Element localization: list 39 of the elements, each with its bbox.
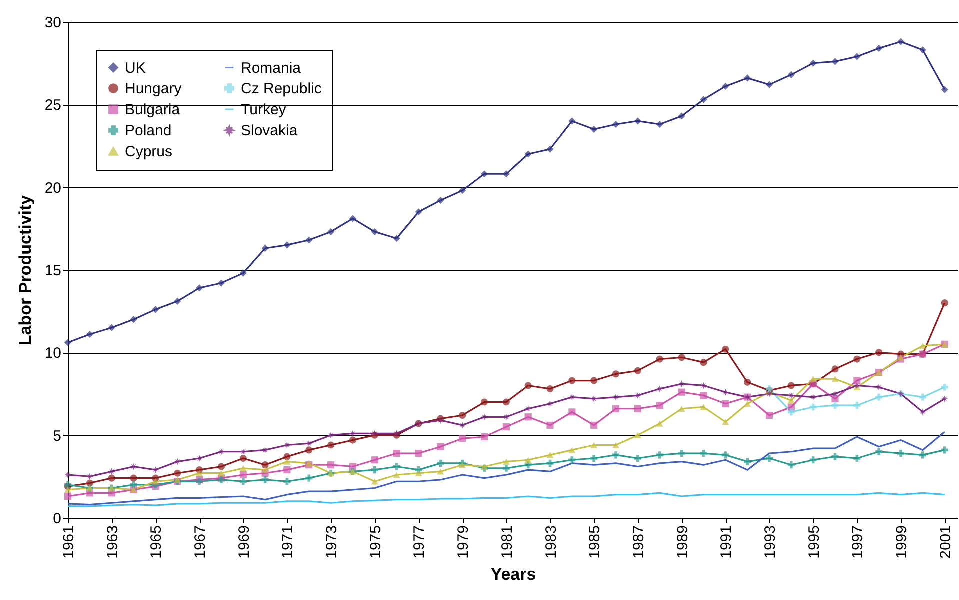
x-tick-label: 2001 xyxy=(937,526,954,559)
legend-label: Cyprus xyxy=(125,144,173,160)
x-tick-label: 1983 xyxy=(542,526,560,559)
y-tick-label: 10 xyxy=(44,345,62,362)
x-tick-label: 1975 xyxy=(367,526,384,559)
y-tick-label: 30 xyxy=(44,14,62,32)
x-tick-label: 1993 xyxy=(762,526,779,559)
x-tick-label: 1991 xyxy=(718,526,736,559)
x-tick-label: 1979 xyxy=(455,526,472,559)
y-tick-label: 5 xyxy=(53,428,62,445)
x-tick-label: 1963 xyxy=(104,526,122,559)
legend-label: Poland xyxy=(125,122,172,140)
x-tick-label: 1997 xyxy=(850,526,867,559)
x-tick-label: 1981 xyxy=(498,526,516,559)
x-tick-label: 1995 xyxy=(806,526,823,559)
x-tick-label: 1961 xyxy=(60,526,78,559)
x-tick-label: 1977 xyxy=(411,526,428,559)
y-tick-label: 25 xyxy=(44,97,62,114)
x-tick-label: 1965 xyxy=(148,526,166,559)
x-tick-label: 1969 xyxy=(236,526,253,559)
y-tick-label: 15 xyxy=(44,262,62,280)
x-tick-label: 1967 xyxy=(192,526,210,559)
legend-label: Cz Republic xyxy=(241,80,322,98)
x-tick-label: 1971 xyxy=(280,526,297,559)
x-tick-label: 1985 xyxy=(586,526,604,559)
legend-label: Turkey xyxy=(241,102,287,118)
x-axis-title: Years xyxy=(490,564,536,584)
legend-label: UK xyxy=(125,60,146,77)
legend-label: Hungary xyxy=(125,80,182,98)
legend-label: Slovakia xyxy=(241,122,298,140)
x-tick-label: 1999 xyxy=(894,526,911,559)
y-tick-label: 20 xyxy=(44,180,62,197)
x-tick-label: 1987 xyxy=(630,526,648,559)
legend-label: Bulgaria xyxy=(125,102,181,118)
x-tick-label: 1973 xyxy=(324,526,341,559)
y-tick-label: 0 xyxy=(53,510,62,528)
y-axis-title: Labor Productivity xyxy=(16,194,35,346)
legend-label: Romania xyxy=(241,60,302,77)
x-tick-label: 1989 xyxy=(674,526,692,559)
